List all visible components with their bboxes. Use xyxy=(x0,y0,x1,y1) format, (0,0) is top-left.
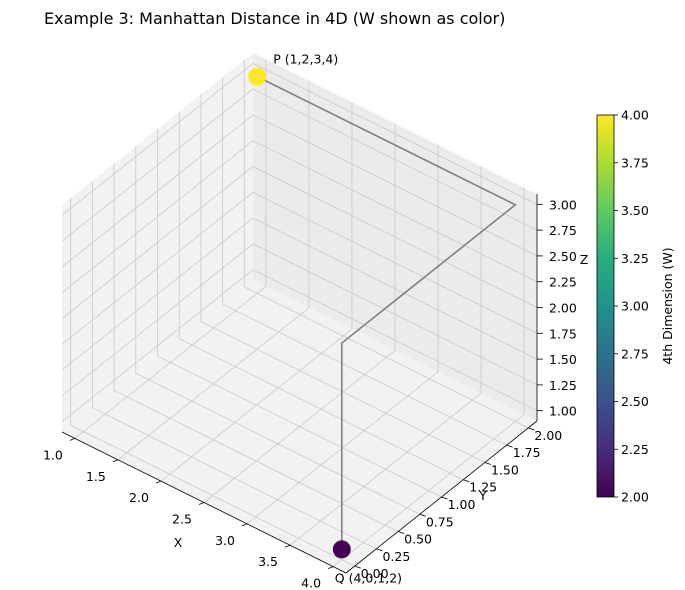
axis-labels: X Y Z xyxy=(174,252,589,550)
colorbar-tick-label: 4.00 xyxy=(621,108,649,123)
y-tick xyxy=(376,548,383,552)
x-tick xyxy=(69,438,76,441)
z-tick-label: 1.00 xyxy=(549,404,577,419)
y-tick xyxy=(506,444,513,448)
colorbar-tick-label: 2.25 xyxy=(621,442,649,457)
y-tick-label: 1.00 xyxy=(448,497,476,512)
gridline-z xyxy=(61,217,254,371)
z-tick-label: 2.50 xyxy=(549,249,577,264)
gridline-z xyxy=(252,140,538,283)
colorbar-ticks: 2.00 2.25 2.50 2.75 3.00 3.25 3.50 3.75 4.00 xyxy=(614,108,649,505)
z-axis-label: Z xyxy=(580,252,589,267)
colorbar-tick-label: 2.75 xyxy=(621,346,649,361)
colorbar-tick-label: 2.00 xyxy=(621,490,649,505)
colorbar-tick-label: 3.25 xyxy=(621,251,649,266)
x-tick xyxy=(155,480,162,484)
y-axis-label: Y xyxy=(478,488,487,503)
gridline-y xyxy=(70,424,355,567)
gridline-z xyxy=(61,114,254,268)
x-tick-label: 3.5 xyxy=(258,554,278,569)
colorbar-tick-label: 3.50 xyxy=(621,203,649,218)
x-tick-label: 1.0 xyxy=(43,447,63,462)
y-tick-label: 2.00 xyxy=(534,428,562,443)
gridline-y xyxy=(113,390,399,532)
x-tick-label: 3.0 xyxy=(215,533,235,548)
z-tick-label: 1.50 xyxy=(549,352,577,367)
data-marks: P (1,2,3,4) Q (4,0,1,2) xyxy=(248,52,517,585)
manhattan-path xyxy=(256,75,517,550)
gridline-y xyxy=(200,321,486,463)
chart-title: Example 3: Manhattan Distance in 4D (W s… xyxy=(44,9,505,28)
gridline-y xyxy=(157,355,442,498)
point-label-1: Q (4,0,1,2) xyxy=(335,570,402,585)
y-tick xyxy=(463,479,470,483)
y-tick xyxy=(419,513,426,517)
x-tick xyxy=(198,502,205,505)
y-tick-label: 0.75 xyxy=(426,514,454,529)
y-tick-label: 1.50 xyxy=(491,462,519,477)
point-label-0: P (1,2,3,4) xyxy=(273,52,338,67)
gridline-y xyxy=(179,338,464,481)
y-tick-label: 0.00 xyxy=(361,566,389,581)
point-marker-0 xyxy=(248,67,267,86)
y-tick xyxy=(354,565,361,569)
gridline-z xyxy=(61,166,254,319)
gridline-z xyxy=(252,62,538,205)
x-tick xyxy=(112,459,119,463)
y-tick-label: 1.75 xyxy=(513,445,541,460)
z-tick-label: 1.75 xyxy=(549,326,577,341)
colorbar-gradient xyxy=(596,114,615,498)
y-tick xyxy=(397,531,405,534)
y-tick-label: 0.50 xyxy=(404,532,432,547)
gridline-z xyxy=(252,114,538,257)
z-tick-label: 2.25 xyxy=(549,275,577,290)
x-tick-label: 2.0 xyxy=(129,490,149,505)
gridline-z xyxy=(61,140,254,294)
axes-grid xyxy=(61,59,538,567)
gridline-z xyxy=(61,63,254,216)
colorbar-tick-label: 2.50 xyxy=(621,394,649,409)
colorbar-tick-label: 3.00 xyxy=(621,299,649,314)
z-tick-label: 2.75 xyxy=(549,223,577,238)
y-tick-label: 0.25 xyxy=(382,549,410,564)
colorbar-tick-label: 3.75 xyxy=(621,155,649,170)
gridline-z xyxy=(61,191,254,345)
x-tick-label: 1.5 xyxy=(86,469,106,484)
gridline-z xyxy=(252,88,538,231)
z-tick-label: 2.00 xyxy=(549,301,577,316)
gridline-z xyxy=(61,269,254,422)
gridline-y xyxy=(222,303,507,446)
x-tick-label: 2.5 xyxy=(172,512,192,527)
y-tick-label: 1.25 xyxy=(469,480,497,495)
gridline-z xyxy=(252,191,538,334)
gridline-y xyxy=(244,286,529,429)
gridline-y xyxy=(135,372,420,515)
y-tick xyxy=(484,462,492,465)
z-tick-label: 1.25 xyxy=(549,378,577,393)
colorbar: 2.00 2.25 2.50 2.75 3.00 3.25 3.50 3.75 4.00 4th… xyxy=(596,108,675,505)
x-tick xyxy=(284,544,291,548)
point-marker-1 xyxy=(332,540,351,559)
gridline-y xyxy=(92,407,377,550)
x-tick xyxy=(327,566,334,569)
x-axis-label: X xyxy=(174,535,183,550)
axis-ticks: 1.0 1.5 2.0 2.5 3.0 3.5 4.0 0.00 0.25 0.50 0.75 1.0… xyxy=(43,197,577,590)
gridline-z xyxy=(252,243,538,386)
x-tick-label: 4.0 xyxy=(301,576,321,590)
y-tick xyxy=(528,427,535,431)
gridline-z xyxy=(61,88,254,242)
gridline-z xyxy=(61,243,254,397)
x-tick xyxy=(241,523,248,527)
colorbar-label: 4th Dimension (W) xyxy=(660,247,675,364)
z-tick-label: 3.00 xyxy=(549,197,577,212)
y-tick xyxy=(441,496,448,500)
gridline-z xyxy=(252,166,538,308)
gridline-z xyxy=(252,269,538,412)
gridline-z xyxy=(252,217,538,360)
